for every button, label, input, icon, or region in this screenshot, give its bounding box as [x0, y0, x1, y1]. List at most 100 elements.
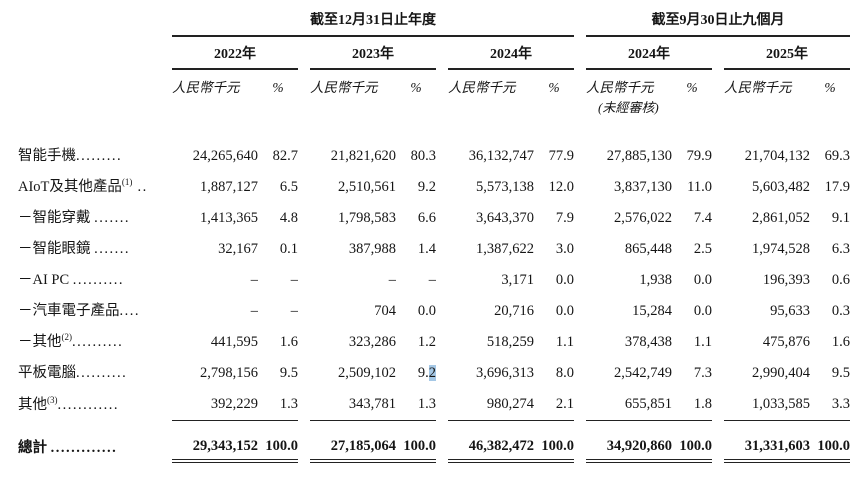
value-cell: 21,704,132	[744, 148, 810, 164]
pct-header-2024: %	[548, 80, 560, 95]
footnote-marker: (1)	[121, 177, 133, 188]
value-cell: 2,510,561	[338, 179, 396, 195]
gap	[160, 12, 172, 36]
dot-leader: ..........	[72, 334, 124, 350]
table-row: AIoT及其他產品(1) .. 1,887,127 6.5 2,510,561 9.2 5…	[18, 172, 850, 203]
value-cell: 36,132,747	[468, 148, 534, 164]
pct-cell: 9.2	[417, 179, 436, 195]
pct-cell: 0.3	[831, 303, 850, 319]
value-cell: –	[250, 303, 258, 319]
gap	[574, 172, 586, 203]
row-label: 總計 .............	[18, 421, 160, 462]
row-label-text: －汽車電子產品	[18, 303, 120, 319]
value-cell: 46,382,472	[448, 420, 534, 463]
revenue-breakdown-table: 截至12月31日止年度 截至9月30日止九個月 2022年 2023年 2024…	[18, 12, 850, 463]
gap	[436, 116, 448, 172]
value-cell: 27,885,130	[606, 148, 672, 164]
value-cell: 1,413,365	[200, 210, 258, 226]
gap	[574, 296, 586, 327]
pct-cell: 6.5	[279, 179, 298, 195]
selected-text: 2	[428, 365, 436, 381]
value-cell: 387,988	[348, 241, 396, 257]
pct-cell: 8.0	[555, 365, 574, 381]
row-label: AIoT及其他產品(1) ..	[18, 172, 160, 203]
gap	[160, 327, 172, 358]
pct-cell: 77.9	[548, 148, 574, 164]
gap	[574, 69, 586, 116]
pct-cell: 2.1	[534, 389, 574, 421]
pct-cell: –	[290, 303, 298, 319]
pct-cell: 7.9	[555, 210, 574, 226]
pct-cell: 6.3	[831, 241, 850, 257]
gap	[712, 421, 724, 462]
table-row: 平板電腦.......... 2,798,156 9.5 2,509,102 9.2 3,…	[18, 358, 850, 389]
value-cell: 2,542,749	[614, 365, 672, 381]
value-cell: 95,633	[770, 303, 810, 319]
row-label: －其他(2)..........	[18, 327, 160, 358]
gap	[712, 203, 724, 234]
gap	[160, 69, 172, 116]
dot-leader: ..........	[72, 272, 125, 288]
row-label: －AI PC ..........	[18, 265, 160, 296]
gap	[298, 36, 310, 69]
pct-cell: 0.6	[831, 272, 850, 288]
pct-cell: 69.3	[824, 148, 850, 164]
value-cell: 29,343,152	[172, 420, 258, 463]
value-cell: 378,438	[624, 334, 672, 350]
value-cell: 15,284	[632, 303, 672, 319]
year-header-2025-9m: 2025年	[724, 36, 850, 70]
label-column-spacer	[18, 36, 160, 69]
pct-cell: 9.2	[396, 358, 436, 389]
pct-cell: 0.0	[555, 303, 574, 319]
gap	[436, 234, 448, 265]
table-row: －智能眼鏡 ....... 32,167 0.1 387,988 1.4 1,387,62…	[18, 234, 850, 265]
value-cell: 441,595	[210, 334, 258, 350]
value-cell: 1,387,622	[476, 241, 534, 257]
gap	[574, 234, 586, 265]
pct-cell: 0.0	[693, 272, 712, 288]
unit-header-2024-9m: 人民幣千元 (未經審核)	[586, 69, 672, 116]
pct-cell: 100.0	[534, 420, 574, 463]
value-cell: 196,393	[762, 272, 810, 288]
value-cell: 3,171	[501, 272, 534, 288]
year-header-row: 2022年 2023年 2024年 2024年 2025年	[18, 36, 850, 70]
gap	[436, 172, 448, 203]
pct-cell: 80.3	[410, 148, 436, 164]
year-header-2024-9m: 2024年	[586, 36, 712, 70]
year-header-2022: 2022年	[172, 36, 298, 70]
table-row: －汽車電子產品.... – – 704 0.0 20,716 0.0 15,284 0.0 95,…	[18, 296, 850, 327]
unit-header-2023: 人民幣千元	[310, 80, 378, 95]
value-cell: 27,185,064	[310, 420, 396, 463]
unaudited-note: (未經審核)	[598, 100, 659, 115]
pct-cell: 1.3	[258, 389, 298, 421]
value-cell: 392,229	[172, 389, 258, 421]
gap	[160, 116, 172, 172]
row-label-text: －其他	[18, 334, 62, 350]
pct-cell: 7.3	[693, 365, 712, 381]
table-row: 其他(3)............ 392,229 1.3 343,781 1.3 980…	[18, 389, 850, 421]
value-cell: 518,259	[486, 334, 534, 350]
gap	[574, 265, 586, 296]
pct-cell: 9.1	[831, 210, 850, 226]
prospectus-revenue-table-page: 截至12月31日止年度 截至9月30日止九個月 2022年 2023年 2024…	[18, 12, 850, 463]
table-body: 智能手機......... 24,265,640 82.7 21,821,620 80.…	[18, 116, 850, 463]
gap	[436, 203, 448, 234]
gap	[712, 69, 724, 116]
value-cell: 1,798,583	[338, 210, 396, 226]
pct-cell: 100.0	[396, 420, 436, 463]
value-cell: 865,448	[624, 241, 672, 257]
pct-cell: 1.4	[417, 241, 436, 257]
row-label: －智能穿戴 .......	[18, 203, 160, 234]
pct-header-2024-9m: %	[686, 80, 698, 95]
value-cell: 2,576,022	[614, 210, 672, 226]
year-header-2024: 2024年	[448, 36, 574, 70]
gap	[436, 69, 448, 116]
pct-cell: 1.2	[417, 334, 436, 350]
gap	[712, 327, 724, 358]
row-label: －汽車電子產品....	[18, 296, 160, 327]
gap	[712, 234, 724, 265]
value-cell: 24,265,640	[192, 148, 258, 164]
cell-text: 9.	[417, 365, 429, 381]
footnote-marker: (2)	[61, 332, 73, 343]
pct-cell: 0.0	[693, 303, 712, 319]
